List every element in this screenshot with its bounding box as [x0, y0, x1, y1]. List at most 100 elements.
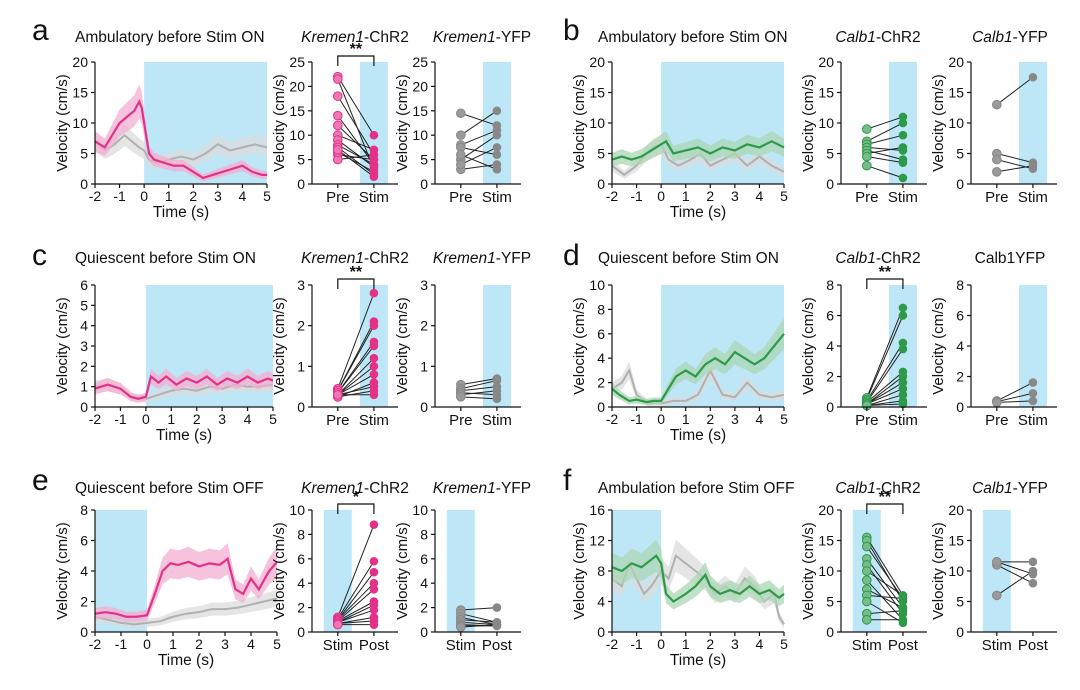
trace-line-control [611, 367, 785, 405]
trace-y-axis-label: Velocity (cm/s) [571, 297, 588, 395]
pair-line [337, 374, 375, 396]
panel-title: Quiescent before Stim ON [75, 250, 256, 267]
trace-x-axis-label: Time (s) [670, 652, 726, 669]
data-point [492, 130, 502, 140]
trace-x-tick-label: 2 [193, 411, 201, 427]
pair-line [460, 396, 497, 400]
data-point [492, 165, 502, 174]
trace-y-tick-label: 0 [597, 624, 605, 640]
trace-x-tick-label: 4 [756, 188, 764, 204]
data-point [369, 620, 379, 629]
scatter-y-tick-label: 5 [826, 146, 834, 162]
scatter-y-tick-label: 2 [420, 600, 428, 616]
trace-x-tick-label: 4 [247, 636, 255, 652]
pair-line [337, 76, 375, 136]
scatter-title: Calb1-ChR2 [835, 29, 920, 46]
scatter-y-tick-label: 2 [956, 369, 964, 385]
data-point [898, 399, 908, 409]
trace-x-tick-label: 5 [273, 636, 281, 652]
trace-y-axis-label: Velocity (cm/s) [571, 74, 588, 172]
trace-y-tick-label: 10 [589, 115, 605, 131]
pair-line [337, 146, 375, 175]
trace-x-tick-label: 4 [239, 188, 247, 204]
scatter-y-tick-label: 6 [826, 308, 834, 324]
pair-line [337, 115, 375, 165]
pair-line [460, 392, 497, 396]
pair-line [866, 146, 904, 154]
scatter-y-tick-label: 15 [948, 85, 964, 101]
trace-x-tick-label: 0 [657, 188, 665, 204]
data-point [1028, 396, 1038, 406]
scatter-y-tick-label: 2 [297, 318, 305, 334]
scatter-y-tick-label: 0 [826, 624, 834, 640]
scatter-title: Calb1-YFP [972, 480, 1048, 497]
scatter-x-tick-label: Pre [855, 412, 878, 429]
scatter-y-tick-label: 8 [420, 526, 428, 542]
data-point [992, 154, 1002, 165]
data-point [1028, 388, 1038, 398]
scatter-title: Kremen1-ChR2 [301, 29, 409, 46]
data-point [456, 159, 466, 170]
data-point [456, 622, 466, 632]
sem-band [95, 543, 277, 622]
data-point [862, 615, 872, 625]
trace-x-tick-label: 5 [269, 411, 277, 427]
scatter-y-tick-label: 6 [956, 308, 964, 324]
scatter-x-tick-label: Post [1018, 637, 1049, 654]
scatter-y-tick-label: 10 [412, 127, 428, 143]
scatter-y-tick-label: 10 [948, 115, 964, 131]
trace-y-tick-label: 2 [80, 594, 88, 610]
scatter-y-axis-label: Velocity (cm/s) [800, 74, 817, 172]
trace-y-axis-label: Velocity (cm/s) [54, 297, 71, 395]
scatter-title-construct: -ChR2 [876, 480, 921, 497]
pair-line [337, 524, 375, 618]
pair-line [460, 613, 498, 623]
scatter-x-tick-label: Pre [449, 189, 472, 206]
scatter-title: Calb1-ChR2 [835, 250, 920, 267]
pair-line [866, 403, 903, 406]
pair-line [337, 560, 375, 619]
scatter-title-gene: Kremen1 [433, 480, 496, 497]
data-point [898, 112, 908, 122]
scatter-y-tick-label: 20 [289, 78, 305, 94]
scatter-y-tick-label: 10 [412, 502, 428, 518]
data-point [898, 594, 908, 603]
scatter-y-tick-label: 0 [297, 624, 305, 640]
scatter-y-tick-label: 25 [412, 54, 428, 70]
pair-line [866, 376, 904, 405]
trace-y-tick-label: 8 [597, 301, 605, 317]
scatter-y-tick-label: 0 [297, 176, 305, 192]
trace-y-tick-label: 1 [80, 379, 88, 395]
scatter-y-tick-label: 15 [289, 103, 305, 119]
pair-line [866, 388, 904, 405]
scatter-x-tick-label: Stim [323, 637, 353, 654]
scatter-x-tick-label: Stim [1018, 412, 1048, 429]
trace-x-tick-label: -1 [630, 411, 643, 427]
panel-a: a Ambulatory before Stim ON05101520Veloci… [32, 14, 531, 221]
panel-letter: d [563, 239, 580, 272]
data-point [369, 341, 379, 351]
trace-x-tick-label: 5 [780, 636, 788, 652]
trace-y-tick-label: 3 [80, 338, 88, 354]
scatter-y-tick-label: 8 [297, 526, 305, 542]
data-point [1028, 161, 1038, 170]
stim-shading [661, 285, 784, 407]
scatter-y-axis-label: Velocity (cm/s) [800, 297, 817, 395]
scatter-y-tick-label: 0 [826, 399, 834, 415]
pair-line [866, 315, 904, 400]
trace-y-tick-label: 10 [589, 277, 605, 293]
scatter-y-axis-label: Velocity (cm/s) [394, 74, 411, 172]
data-point [369, 556, 379, 566]
pair-line [460, 619, 497, 623]
sem-band [95, 368, 273, 403]
pair-line [996, 76, 1034, 106]
trace-y-tick-label: 15 [72, 85, 88, 101]
data-point [898, 378, 908, 387]
trace-y-tick-label: 2 [597, 375, 605, 391]
pair-line [866, 594, 903, 599]
trace-x-tick-label: -2 [606, 188, 619, 204]
scatter-y-tick-label: 4 [956, 338, 964, 354]
scatter-x-tick-label: Stim [982, 637, 1012, 654]
trace-y-axis-label: Velocity (cm/s) [54, 522, 71, 620]
scatter-title: Kremen1-YFP [433, 250, 531, 267]
